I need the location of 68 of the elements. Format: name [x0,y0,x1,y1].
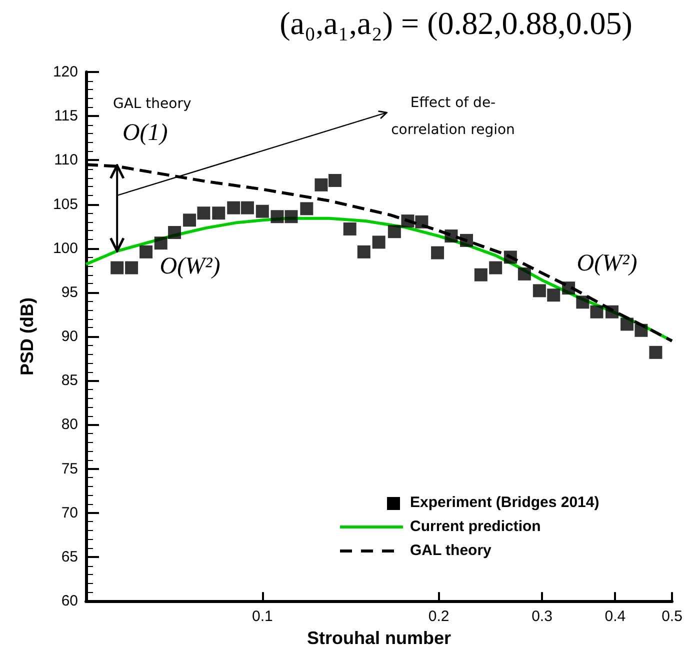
point [140,245,153,258]
y-tick-label: 70 [61,504,78,522]
annotation: O(W²) [160,254,220,280]
point [357,245,370,258]
y-tick-label: 120 [52,64,78,80]
legend-label: GAL theory [410,542,492,559]
legend-label: Current prediction [410,518,541,535]
y-tick-label: 90 [61,328,78,346]
point [489,261,502,274]
point [606,305,619,318]
point [562,282,576,295]
y-tick-label: 75 [61,460,78,478]
point [518,267,531,280]
x-tick-label: 0.1 [252,608,273,626]
y-tick-label: 100 [52,240,78,257]
y-axis-title: PSD (dB) [17,298,37,376]
x-tick-label: 0.2 [428,608,450,626]
point [343,222,356,236]
point [460,234,474,247]
y-tick-label: 115 [54,108,78,125]
y-tick-label: 65 [61,548,78,566]
point [401,214,414,228]
y-tick-label: 110 [54,152,78,169]
point [504,250,517,264]
point [240,201,254,214]
y-tick-label: 85 [61,372,78,390]
point [547,288,560,302]
point [125,261,138,274]
point [474,268,488,282]
point [634,324,648,337]
legend-label: Experiment (Bridges 2014) [410,494,600,511]
point [372,236,386,249]
point [197,206,210,220]
point [168,226,182,239]
point [576,296,590,309]
y-tick-label: 105 [52,196,78,213]
y-tick-label: 60 [61,592,78,610]
point [256,204,269,218]
point [649,346,662,359]
x-tick-label: 0.3 [532,608,552,626]
point [444,230,458,243]
point [300,202,314,216]
point [590,305,604,318]
point [284,210,298,224]
x-tick-label: 0.4 [604,608,626,626]
point [154,236,168,250]
point [314,178,328,192]
point [227,201,240,214]
annotation: O(W²) [576,250,638,277]
point [431,246,444,260]
point [328,174,342,187]
point [270,210,284,224]
annotation: correlation region [391,122,515,138]
point [620,318,634,331]
y-tick-label: 80 [61,416,78,434]
point [415,215,428,228]
annotation: O(1) [122,120,168,146]
annotation: Effect of de- [410,94,496,111]
point [532,284,546,298]
y-tick-label: 95 [61,284,78,301]
point [212,206,226,220]
point [110,261,124,274]
x-tick-label: 0.5 [662,608,682,626]
chart-title: (a₀,a₁,a₂) = (0.82,0.88,0.05) [280,5,632,41]
point [183,214,196,227]
annotation: GAL theory [113,96,192,112]
x-axis-title: Strouhal number [306,628,452,648]
point [388,225,401,238]
